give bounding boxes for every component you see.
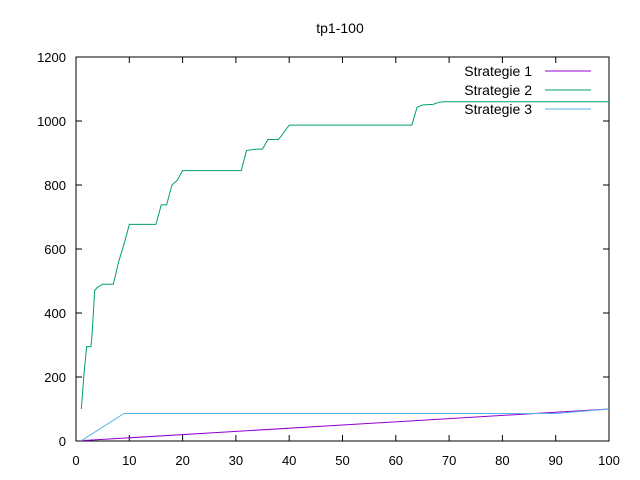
x-tick-label: 50 — [335, 453, 349, 468]
y-tick-label: 1000 — [37, 114, 66, 129]
x-tick-label: 20 — [175, 453, 189, 468]
legend: Strategie 1 Strategie 2 Strategie 3 — [464, 63, 591, 117]
x-tick-label: 90 — [548, 453, 562, 468]
chart-title: tp1-100 — [316, 20, 364, 36]
axes: 0 10 20 30 40 50 60 70 80 90 100020040060080010001… — [37, 50, 620, 468]
series-layer — [80, 101, 610, 442]
legend-label-3: Strategie 3 — [464, 101, 532, 117]
series-line-3 — [81, 408, 610, 442]
x-tick-label: 0 — [72, 453, 79, 468]
x-tick-label: 70 — [442, 453, 456, 468]
x-tick-label: 60 — [389, 453, 403, 468]
y-tick-label: 600 — [44, 242, 66, 257]
x-tick-label: 80 — [495, 453, 509, 468]
y-tick-label: 0 — [59, 434, 66, 449]
y-tick-label: 400 — [44, 306, 66, 321]
y-tick-label: 1200 — [37, 50, 66, 65]
x-tick-label: 40 — [282, 453, 296, 468]
legend-label-1: Strategie 1 — [464, 63, 532, 79]
legend-label-2: Strategie 2 — [464, 82, 532, 98]
y-tick-label: 800 — [44, 178, 66, 193]
series-line-1 — [81, 408, 610, 442]
series-line-2 — [80, 101, 609, 410]
x-tick-label: 100 — [598, 453, 620, 468]
x-tick-label: 30 — [229, 453, 243, 468]
y-tick-label: 200 — [44, 370, 66, 385]
x-tick-label: 10 — [122, 453, 136, 468]
